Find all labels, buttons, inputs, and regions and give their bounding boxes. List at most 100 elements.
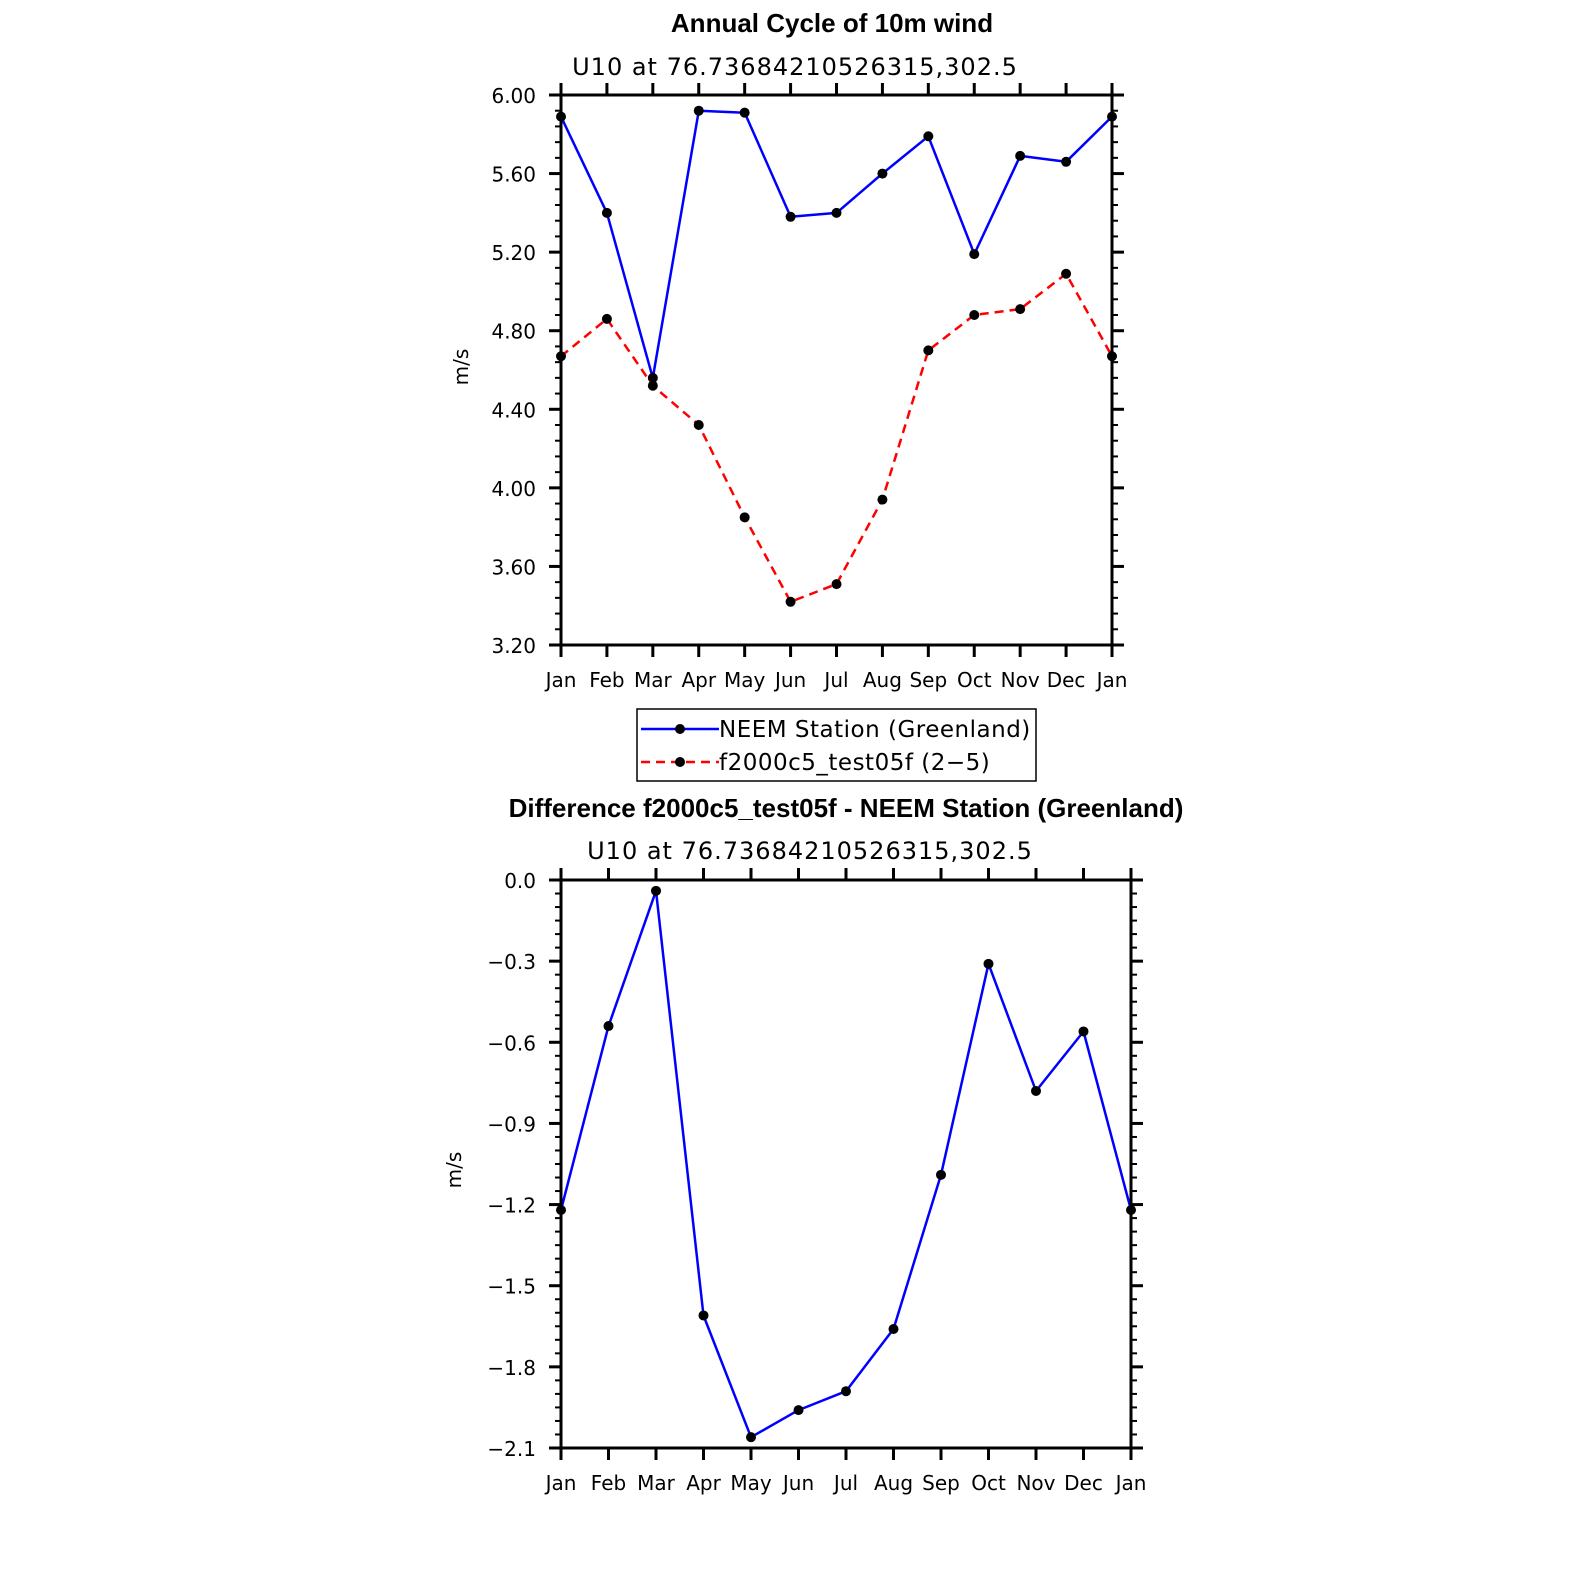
- data-point: [785, 596, 796, 607]
- y-tick-label: −0.3: [487, 950, 536, 974]
- x-tick-label: Jan: [544, 1471, 577, 1495]
- legend-model-marker: [675, 757, 685, 767]
- data-point: [785, 211, 796, 222]
- data-point: [841, 1386, 851, 1397]
- data-point: [647, 372, 658, 383]
- y-tick-label: 5.60: [491, 163, 536, 187]
- data-point: [969, 249, 980, 260]
- x-tick-label: Apr: [686, 1471, 721, 1495]
- y-tick-label: −1.2: [487, 1194, 536, 1218]
- data-point: [983, 958, 994, 969]
- data-point: [739, 512, 750, 523]
- y-tick-label: −0.9: [487, 1112, 536, 1136]
- axis-ticks: [549, 83, 1124, 657]
- x-tick-label: Oct: [957, 668, 992, 692]
- x-tick-label: Feb: [589, 668, 624, 692]
- data-point: [1015, 304, 1026, 315]
- data-point: [647, 380, 658, 391]
- data-point: [739, 107, 750, 118]
- data-point: [651, 885, 661, 896]
- data-point: [1061, 156, 1072, 167]
- y-axis-label: m/s: [449, 349, 473, 386]
- data-point: [693, 105, 704, 116]
- x-tick-label: Jan: [1095, 668, 1128, 692]
- y-tick-label: 5.20: [491, 241, 536, 265]
- axis-ticks: [549, 868, 1143, 1460]
- legend-neem-marker: [675, 724, 685, 734]
- data-point: [923, 345, 934, 356]
- chart-title: Annual Cycle of 10m wind: [671, 8, 993, 38]
- data-point: [831, 207, 842, 218]
- difference-panel: Difference f2000c5_test05f - NEEM Statio…: [442, 793, 1183, 1495]
- y-tick-label: 0.0: [504, 869, 536, 893]
- plot-frame: [559, 878, 1133, 1450]
- x-tick-label: Jun: [781, 1471, 814, 1495]
- x-tick-labels: Jan Feb Mar Apr May Jun Jul Aug Sep Oct Nov Dec Jan: [544, 1471, 1147, 1495]
- chart-title: Difference f2000c5_test05f - NEEM Statio…: [509, 793, 1184, 823]
- data-point: [1078, 1026, 1089, 1037]
- y-tick-label: −1.5: [487, 1275, 536, 1299]
- series-line: [560, 272, 1114, 604]
- x-tick-label: Nov: [1016, 1471, 1055, 1495]
- data-point: [746, 1432, 756, 1443]
- y-tick-label: −2.1: [487, 1437, 536, 1461]
- data-point: [793, 1405, 804, 1416]
- data-point: [969, 310, 980, 320]
- y-tick-label: 4.00: [491, 477, 536, 501]
- x-tick-label: Aug: [863, 668, 902, 692]
- annual-cycle-panel: Annual Cycle of 10m wind U10 at 76.73684…: [449, 8, 1127, 692]
- data-point: [877, 494, 888, 505]
- y-tick-labels: 6.00 5.60 5.20 4.80 4.40 4.00 3.60 3.20: [491, 84, 536, 658]
- x-tick-label: Jan: [544, 668, 577, 692]
- x-tick-label: Jun: [773, 668, 806, 692]
- x-tick-label: Mar: [634, 668, 673, 692]
- data-point: [1061, 268, 1072, 279]
- y-tick-label: 3.20: [491, 634, 536, 658]
- series-layer: [556, 885, 1136, 1443]
- x-tick-label: Oct: [971, 1471, 1006, 1495]
- y-tick-label: −0.6: [487, 1031, 536, 1055]
- legend-box: [636, 708, 1037, 782]
- data-point: [936, 1169, 946, 1180]
- x-tick-label: Mar: [637, 1471, 676, 1495]
- y-tick-label: 3.60: [491, 555, 536, 579]
- x-tick-label: Aug: [874, 1471, 913, 1495]
- x-tick-label: May: [724, 668, 766, 692]
- x-tick-label: May: [730, 1471, 772, 1495]
- y-tick-label: 4.40: [491, 398, 536, 422]
- x-tick-label: Dec: [1064, 1471, 1103, 1495]
- data-point: [888, 1323, 899, 1334]
- x-tick-label: Sep: [922, 1471, 960, 1495]
- x-tick-label: Jul: [832, 1471, 858, 1495]
- legend-model-label: f2000c5_test05f (2−5): [719, 750, 990, 776]
- series-layer: [556, 105, 1117, 607]
- plot-frame: [559, 93, 1114, 647]
- chart-subtitle: U10 at 76.73684210526315,302.5: [587, 837, 1033, 865]
- data-point: [1031, 1085, 1041, 1096]
- data-point: [831, 579, 842, 590]
- data-point: [693, 420, 704, 430]
- x-tick-label: Dec: [1047, 668, 1086, 692]
- data-point: [603, 1021, 614, 1032]
- chart-subtitle: U10 at 76.73684210526315,302.5: [572, 53, 1018, 81]
- series-line: [559, 109, 1113, 380]
- data-point: [698, 1310, 709, 1321]
- legend-neem-label: NEEM Station (Greenland): [719, 717, 1031, 743]
- y-tick-label: 4.80: [491, 320, 536, 344]
- x-tick-label: Jan: [1114, 1471, 1147, 1495]
- data-point: [923, 131, 934, 142]
- data-point: [1015, 150, 1026, 161]
- series-line: [559, 889, 1133, 1439]
- data-point: [601, 207, 612, 218]
- x-tick-label: Feb: [591, 1471, 626, 1495]
- x-tick-label: Apr: [681, 668, 716, 692]
- x-tick-label: Nov: [1001, 668, 1040, 692]
- x-tick-labels: Jan Feb Mar Apr May Jun Jul Aug Sep Oct Nov Dec Jan: [544, 668, 1128, 692]
- data-point: [877, 168, 888, 179]
- legend: NEEM Station (Greenland) f2000c5_test05f…: [636, 708, 1037, 782]
- y-tick-label: −1.8: [487, 1356, 536, 1380]
- y-axis-label: m/s: [442, 1152, 466, 1189]
- x-tick-label: Jul: [822, 668, 848, 692]
- y-tick-label: 6.00: [491, 84, 536, 108]
